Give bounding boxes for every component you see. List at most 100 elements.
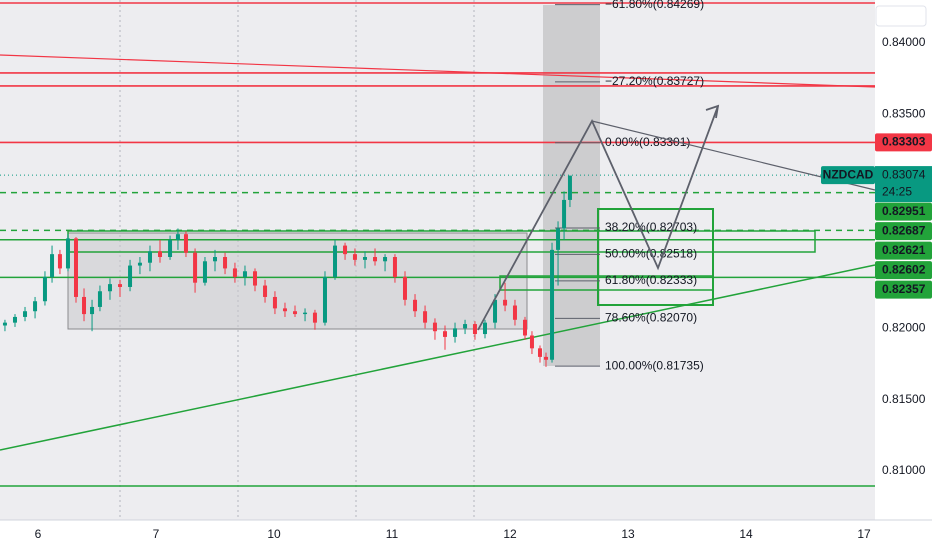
candle-body	[392, 257, 397, 277]
range-box	[67, 232, 528, 330]
x-tick-label: 10	[267, 527, 281, 541]
candle-body	[263, 285, 268, 297]
zigzag	[477, 105, 719, 331]
candle-body	[503, 299, 508, 306]
candle-body	[303, 312, 308, 315]
candle-body	[2, 322, 7, 326]
candle-body	[232, 268, 237, 277]
candle-body	[493, 299, 498, 323]
symbol-badge	[821, 166, 875, 185]
candle-body	[183, 234, 188, 253]
price-badge-label: 0.82357	[882, 282, 926, 296]
price-badge-label: 0.82687	[882, 223, 926, 237]
price-badge-label: 0.82602	[882, 262, 926, 276]
fib-label: −27.20%(0.83727)	[605, 74, 704, 88]
y-tick-label: 0.84000	[882, 35, 926, 49]
candle-body	[65, 238, 70, 269]
axes: 6 7 10 11 12 13 14 17 0.84000 0.83500 0.82000 0.815…	[35, 35, 932, 541]
candle-body	[175, 234, 180, 240]
price-badge	[875, 280, 932, 299]
candle-body	[33, 301, 38, 312]
candle-body	[57, 254, 62, 269]
x-tick-label: 6	[35, 527, 42, 541]
countdown-label: 24:25	[882, 184, 912, 198]
candle-body	[50, 254, 55, 277]
x-tick-label: 17	[857, 527, 871, 541]
price-badge-label: 0.83303	[882, 135, 926, 149]
candle-body	[253, 271, 258, 286]
candle-body	[402, 276, 407, 300]
candle-body	[322, 276, 327, 323]
candle-body	[202, 261, 207, 283]
trend-line	[0, 264, 876, 451]
candle-body	[137, 262, 142, 266]
candle-body	[537, 348, 542, 357]
candle-body	[242, 271, 247, 277]
candle-body	[383, 257, 388, 262]
candle-body	[82, 296, 87, 315]
y-tick-label: 0.83500	[882, 106, 926, 120]
price-badge	[875, 133, 932, 152]
candle-body	[373, 257, 378, 262]
candle-body	[352, 254, 357, 260]
candle-body	[562, 199, 567, 229]
candle-body	[272, 296, 277, 309]
candle-body	[333, 245, 338, 277]
candle-body	[12, 316, 17, 323]
fib-label: 100.00%(0.81735)	[605, 358, 704, 372]
candle-body	[423, 311, 428, 323]
candle-body	[523, 319, 527, 336]
candle-body	[118, 284, 123, 287]
candle-body	[147, 251, 152, 263]
candle-body	[529, 335, 534, 349]
x-tick-label: 13	[621, 527, 635, 541]
candle-body	[343, 245, 348, 255]
candle-body	[23, 311, 28, 317]
candle-body	[73, 238, 78, 297]
y-tick-label: 0.81000	[882, 463, 926, 477]
candles	[2, 175, 572, 367]
candle-body	[168, 239, 173, 258]
y-tick-label: 0.81500	[882, 392, 926, 406]
candle-body	[442, 331, 447, 337]
candle-body	[158, 251, 163, 258]
fib-label: 78.60%(0.82070)	[605, 311, 697, 325]
x-tick-label: 11	[386, 527, 399, 541]
price-badge-label: 0.82951	[882, 204, 926, 218]
y-tick-label: 0.82000	[882, 321, 926, 335]
candle-body	[42, 276, 47, 302]
candle-body	[362, 257, 367, 260]
x-tick-label: 12	[503, 527, 517, 541]
zone-box	[597, 208, 714, 306]
candle-body	[107, 284, 112, 292]
candle-body	[556, 228, 561, 250]
trend-line	[0, 54, 876, 88]
price-badge	[875, 222, 932, 241]
candle-body	[128, 265, 133, 287]
fib-retracement: −61.80%(0.84269) −27.20%(0.83727) 0.00%(0.…	[555, 0, 704, 372]
price-badge	[875, 261, 932, 280]
candle-body	[550, 249, 555, 360]
candle-body	[213, 257, 218, 262]
candle-body	[472, 324, 477, 335]
candle-body	[544, 356, 549, 360]
candle-body	[90, 306, 95, 315]
candle-body	[482, 322, 487, 335]
fib-label: 38.20%(0.82703)	[605, 220, 697, 234]
candle-body	[432, 322, 437, 332]
candle-body	[293, 311, 298, 315]
candle-body	[223, 257, 228, 269]
axis-control[interactable]	[875, 5, 927, 27]
price-badge	[875, 241, 932, 260]
x-tick-label: 7	[153, 527, 160, 541]
candle-body	[312, 312, 317, 323]
candle-body	[512, 305, 517, 320]
last-price-label: 0.83074	[882, 167, 926, 181]
price-badge-label: 0.82621	[882, 243, 926, 257]
symbol-label: NZDCAD	[823, 167, 874, 181]
fib-label: 0.00%(0.83301)	[605, 135, 690, 149]
candle-body	[453, 328, 458, 337]
fib-label: 61.80%(0.82333)	[605, 273, 697, 287]
